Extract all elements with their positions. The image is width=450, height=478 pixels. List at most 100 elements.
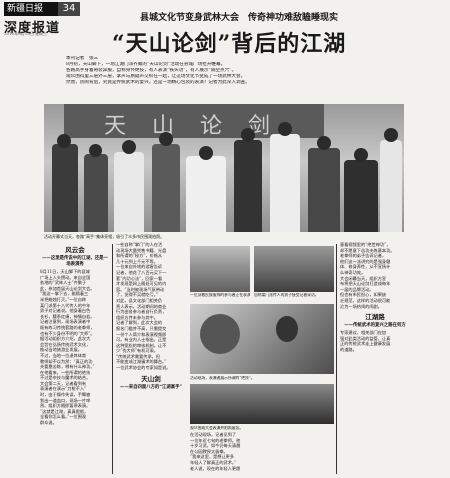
- date-line: 2012年8月15日 星期三: [4, 31, 48, 36]
- body-line: 不能变成江湖骗术的舞台。”: [116, 359, 167, 365]
- body-line: 一些自称“掌门”的人在活: [116, 242, 163, 247]
- column-3-lower: 在活动现场，记者见到了 一位年近七旬的老拳师。他 十岁习武，如今仍每天清晨 在公…: [190, 432, 334, 474]
- photo-figure-head: [89, 144, 102, 157]
- body-line: 一位年近七旬的老拳师。他: [190, 437, 241, 443]
- body-line: 对此，县文化部门相关负: [116, 297, 163, 303]
- body-line: 不过是杂技与魔术的结合。: [40, 375, 91, 381]
- photo-figure-head: [278, 122, 292, 136]
- body-line: 一份个人简介和表演视频即: [116, 331, 167, 337]
- body-line: 夫要靠苦练，哪有什么神功。”: [40, 364, 95, 370]
- body-line: 在他看来，一些所谓的绝技: [40, 369, 91, 375]
- body-line: 套“内功心法”，回家一看: [116, 275, 163, 281]
- body-line: 沦为一场热闹的闹剧。: [340, 303, 382, 309]
- body-line: 广场上人头攒动。来自全国: [40, 274, 91, 280]
- photo-caption: 活动开幕式当天，各路“高手”集体亮相，吸引了众多市民围观拍照。: [44, 234, 165, 239]
- body-line: 报名门槛并不高，只需提交: [116, 325, 167, 331]
- page-number: 34: [58, 2, 80, 16]
- side-photo-caption: 一位身着民族服饰的参与者正在表演。: [190, 293, 250, 297]
- body-line: 容。“当时被现场气氛带动: [116, 286, 165, 292]
- body-line: 和所谓的“秘方”，价格从: [116, 253, 163, 259]
- side-photo-3: [190, 304, 334, 374]
- body-line: 群众说。: [40, 420, 57, 426]
- body-line: 专家建议，相关部门应加: [340, 330, 387, 336]
- body-line: 表演者在演示“刀枪不入”: [40, 386, 87, 392]
- main-photo: 天山论剑: [44, 104, 404, 232]
- column-1: 风云会 ——这里是传说中的江湖，还是一场表演秀 8月11日，天山脚下的县城 广场…: [40, 242, 110, 474]
- photo-figure: [186, 156, 226, 232]
- body-line: 不过，当地一位退休体育: [40, 352, 87, 358]
- body-line: 一位武术协会的专家如是说。: [116, 365, 171, 371]
- body-line: 责人表示，活动期间的商业: [116, 303, 167, 309]
- photo-figure: [308, 148, 340, 232]
- body-line: 某门派第十八代传人的中年: [40, 302, 91, 308]
- body-line: 布将把天山论剑打造成每年: [340, 281, 391, 287]
- column-pull-quote: ——这里是传说中的江湖，还是一场表演秀: [42, 256, 108, 267]
- body-line: 老人说，现在的年轻人更愿: [190, 465, 241, 471]
- column-divider: [336, 244, 337, 474]
- side-photo-1: [190, 246, 250, 292]
- lede-line: 各路高手身着奇装异服，自称身怀绝技，有人表演“铁头功”，有人展示“隔空点穴”。: [66, 68, 237, 73]
- body-line: 既有练习传统套路的老拳师，: [40, 324, 95, 330]
- photo-figure-head: [57, 134, 71, 148]
- body-line: 记者了解到，此次大会的: [116, 320, 163, 326]
- body-line: 动现场大量兜售书籍、光盘: [116, 247, 167, 253]
- photo-figure: [84, 154, 108, 232]
- body-line: 么神奇功效。: [340, 269, 366, 275]
- photo-figure: [152, 144, 180, 232]
- section-title: 深度报道: [4, 21, 61, 36]
- photo-banner-text: 天山论剑: [104, 114, 297, 139]
- body-line: 一位来自外地的游客告诉: [116, 264, 163, 270]
- body-line: 各地的“武林人士”齐聚于: [40, 280, 87, 286]
- body-line: 行为由各参与者自行负责，: [116, 309, 167, 315]
- photo-figure: [114, 152, 144, 232]
- photo-figure-head: [241, 128, 255, 142]
- body-line: 全看你怎么看。”一位围观: [40, 414, 87, 420]
- body-line: 年轻人了解真正的武术。”: [190, 459, 237, 465]
- photo-figure-head: [200, 314, 240, 354]
- lede-line: 观众围得里三层外三层，掌声与质疑声交织在一起，让这场文化节变成了一场武林大会。: [66, 74, 246, 79]
- photo-figure-head: [384, 128, 398, 142]
- article-headline: “天山论剑”背后的江湖: [112, 31, 347, 57]
- body-line: 乏规范，这样的活动很可能: [340, 297, 391, 303]
- side-photo-caption: 自称某门派传人的男子接受记者采访。: [254, 293, 319, 297]
- body-line: 记者注意到，现场表演者中: [40, 319, 91, 325]
- body-line: “这就是江湖，真真假假，: [40, 408, 89, 414]
- column-subhead: 天山剑: [141, 374, 161, 383]
- body-line: 男子对记者说。他身着白色: [40, 308, 91, 314]
- body-line: 可。有业内人士指出，正是: [116, 337, 167, 343]
- masthead: 新疆日报 34 深度报道 2012年8月15日 星期三: [4, 2, 94, 36]
- side-photo-4: [190, 384, 334, 424]
- body-line: 大会第二天，记者看到有: [40, 380, 87, 386]
- article-kicker: 县城文化节变身武林大会 传奇神功难敌瞌睡现实: [140, 13, 339, 23]
- body-line: 一届的品牌活动。: [340, 286, 374, 292]
- body-line: 少“伪大师”有机可乘。: [116, 348, 158, 354]
- body-line: 老拳师的弟子告诉记者，: [340, 253, 387, 259]
- side-photo-2: [254, 246, 334, 292]
- body-line: 体、修身养性，从不宣扬什: [340, 264, 391, 270]
- body-line: 意看视频里的“绝世神功”，: [340, 242, 391, 247]
- column-4: 意看视频里的“绝世神功”， 却不愿意下苦功夫练基本功。 老拳师的弟子告诉记者， …: [340, 242, 410, 474]
- body-line: “我这一掌下去，能隔着三: [40, 291, 89, 297]
- body-line: 长衫，腰系红绳，神情自若。: [40, 313, 95, 319]
- body-line: 然。组织方随即暂停表演。: [40, 403, 91, 409]
- body-line: 此，参加首届天山论剑大会。: [40, 285, 95, 291]
- lede-line: 8月初，天山脚下，一场江湖门派齐聚的“天山论剑”活动在县城广场拉开帷幕。: [66, 62, 226, 67]
- newspaper-logo: 新疆日报: [4, 2, 73, 16]
- photo-figure: [234, 140, 262, 232]
- photo-figure: [344, 160, 378, 232]
- body-line: 十岁习武，如今仍每天清晨: [190, 443, 241, 449]
- body-line: 强对此类活动的监管，让真: [340, 335, 391, 341]
- photo-figure-head: [199, 146, 213, 160]
- body-line: 组织方并未参与其中。: [116, 314, 158, 320]
- photo-figure-head: [354, 148, 368, 162]
- lede-author: 本刊记者 张三: [66, 56, 99, 61]
- body-line: 却不愿意下苦功夫练基本功。: [340, 247, 395, 253]
- body-line: 在公园教授太极拳。: [190, 448, 228, 454]
- body-line: 会旨在弘扬传统武术文化，: [40, 341, 91, 347]
- body-line: 几十元到上千元不等。: [116, 258, 158, 264]
- body-line: 在活动现场，记者见到了: [190, 432, 237, 437]
- body-line: 记者，他花了八百元买下一: [116, 269, 167, 275]
- body-line: 他们这一派讲究的是强身健: [340, 258, 391, 264]
- side-photo-caption: 观众围观大会表演并拍照留念。: [190, 426, 244, 430]
